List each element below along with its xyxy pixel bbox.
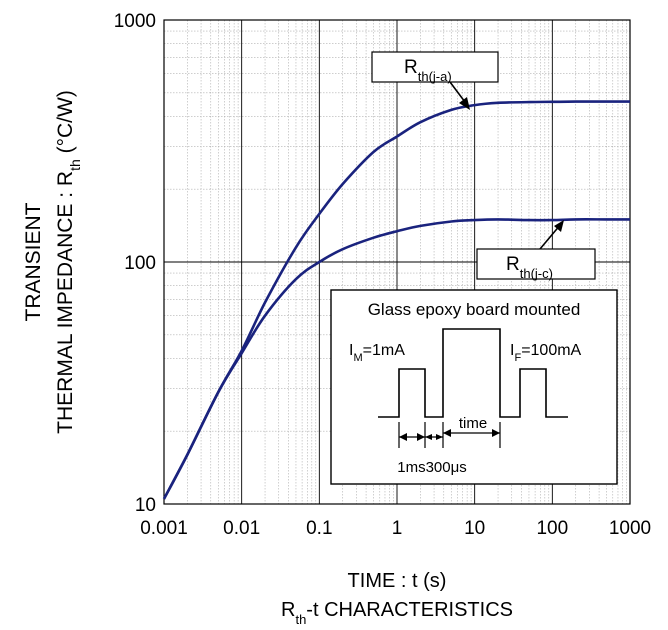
dim-arrow-1ms-right xyxy=(417,433,425,441)
y-tick-label: 10 xyxy=(135,495,156,516)
y-tick-label: 100 xyxy=(124,253,156,274)
dim-arrow-time-left xyxy=(443,429,451,437)
callout-rth-jc-box xyxy=(476,248,596,280)
callout-rth-jc: Rth(j-c) xyxy=(476,220,596,281)
callout-rth-ja: Rth(j-a) xyxy=(371,51,499,110)
dim-arrow-1ms-left xyxy=(399,433,407,441)
inset-time-label: time xyxy=(459,415,487,432)
callout-rth-ja-arrowhead xyxy=(459,97,470,110)
plot-frame xyxy=(163,19,631,505)
y-tick-labels: 10 100 1000 xyxy=(114,11,156,516)
series-rth-jc-line xyxy=(162,218,630,500)
callout-rth-ja-label: Rth(j-a) xyxy=(404,57,452,84)
series-layer xyxy=(162,100,630,500)
callout-rth-ja-box xyxy=(371,51,499,83)
inset-box xyxy=(330,289,618,485)
dim-arrow-300us-right xyxy=(436,434,443,440)
x-tick-label: 0.1 xyxy=(306,518,332,539)
y-axis-label-line1: TRANSIENT xyxy=(22,202,45,321)
callout-rth-jc-arrowhead xyxy=(554,220,564,232)
inset-title: Glass epoxy board mounted xyxy=(368,300,581,319)
y-axis-label-line2: THERMAL IMPEDANCE : Rth (°C/W) xyxy=(54,90,83,434)
inset-if-label: IF=100mA xyxy=(510,342,582,364)
callout-rth-jc-label: Rth(j-c) xyxy=(506,254,553,281)
x-axis-label: TIME : t (s) xyxy=(348,570,447,592)
y-tick-label: 1000 xyxy=(114,11,156,32)
x-tick-label: 0.01 xyxy=(223,518,260,539)
x-tick-label: 10 xyxy=(464,518,485,539)
dim-arrow-time-right xyxy=(492,429,500,437)
chart-caption: Rth-t CHARACTERISTICS xyxy=(281,599,513,627)
x-tick-label: 1 xyxy=(392,518,403,539)
x-tick-labels: 0.001 0.01 0.1 1 10 100 1000 xyxy=(140,518,651,539)
inset-im-label: IM=1mA xyxy=(349,342,405,364)
test-condition-inset: Glass epoxy board mounted IM=1mA IF=100m… xyxy=(330,289,618,485)
x-tick-label: 100 xyxy=(536,518,568,539)
x-tick-label: 0.001 xyxy=(140,518,188,539)
dim-arrow-300us-left xyxy=(425,434,432,440)
inset-dims-label: 1ms300μs xyxy=(397,459,467,476)
pulse-waveform xyxy=(378,328,568,418)
x-tick-label: 1000 xyxy=(609,518,651,539)
